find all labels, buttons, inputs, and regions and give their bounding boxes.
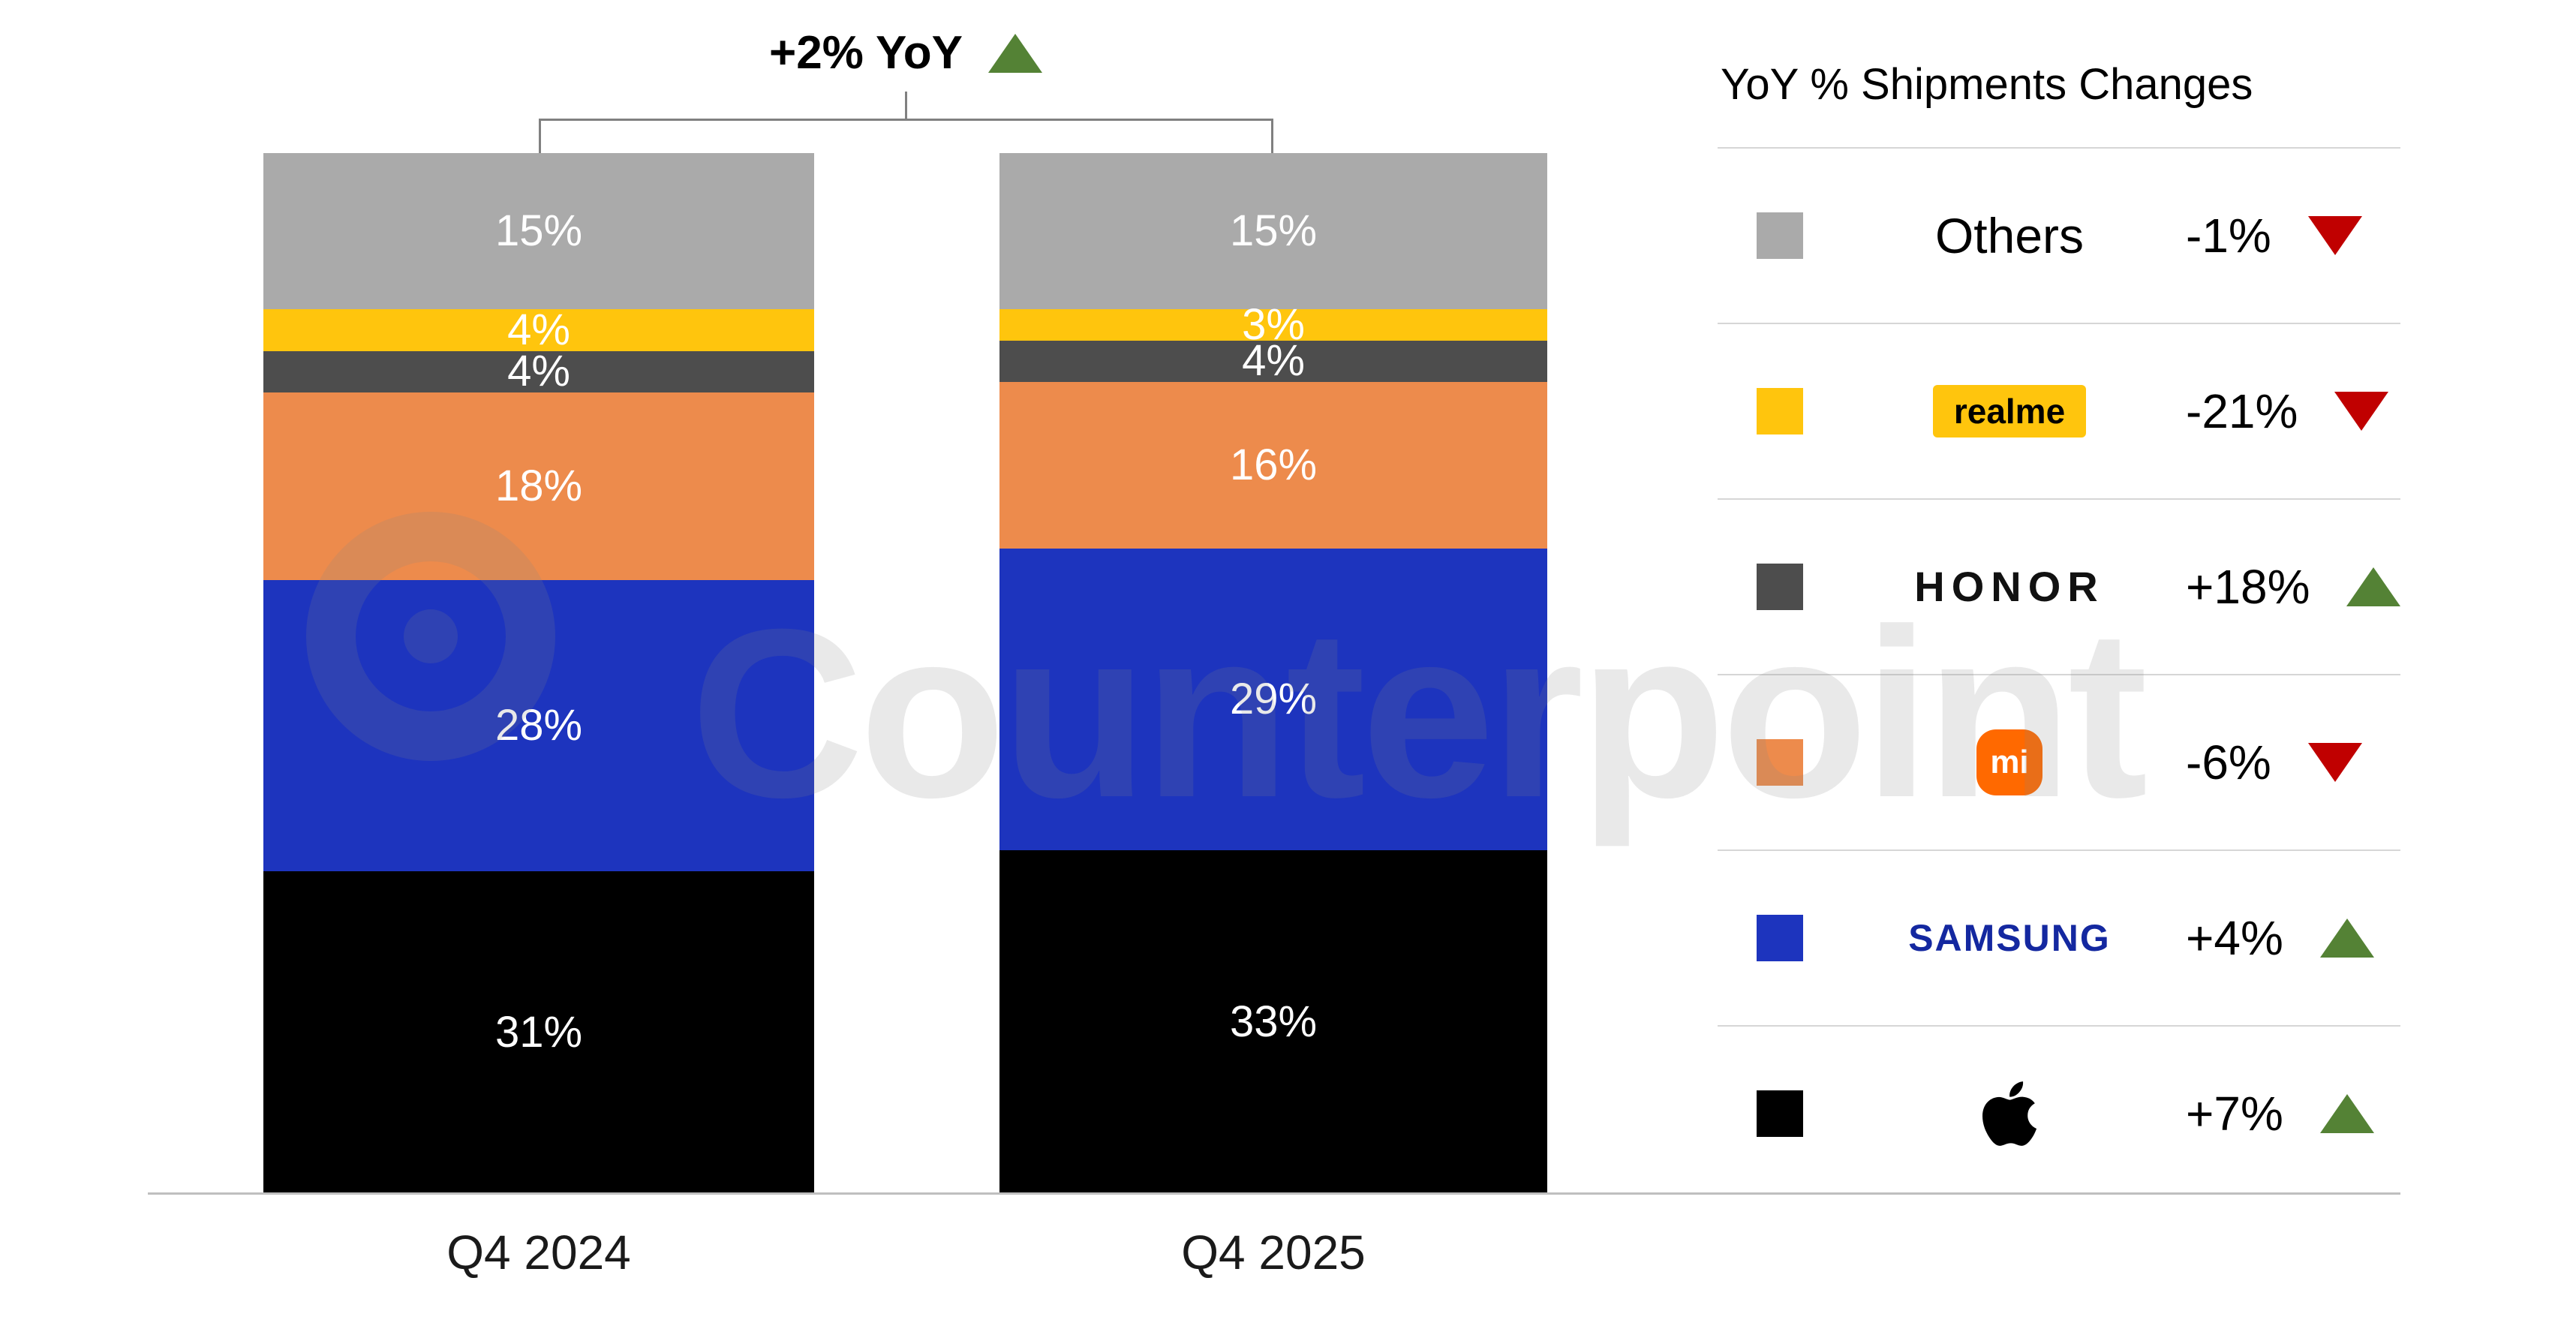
stacked-bar-q4-2024: 15% 4% 4% 18% 28% 31% [263,153,814,1194]
up-triangle-icon [2319,918,2374,958]
legend-swatch [1757,1090,1803,1137]
yoy-change-value: +7% [2186,1086,2283,1141]
legend-rows: Others -1% realme -21% HONOR +18% mi -6% SAMSUNG… [1718,146,2401,1201]
brand-slot: SAMSUNG [1833,916,2186,960]
bar-segment-honor: 4% [999,336,1547,386]
segment-value-label: 4% [1242,336,1305,386]
yoy-annotation-text: +2% YoY [769,27,963,79]
bar-segment-honor: 4% [263,347,814,396]
annotation-bracket-line [539,119,1273,121]
legend-row-samsung: SAMSUNG +4% [1718,849,2400,1025]
legend-swatch [1757,914,1803,961]
brand-slot: HONOR [1833,562,2186,611]
brand-label: SAMSUNG [1908,916,2111,959]
brand-label: Others [1934,207,2085,263]
annotation-bracket-tick-center [905,92,907,119]
segment-value-label: 18% [494,461,583,510]
legend-row-apple: +7% [1718,1024,2400,1201]
brand-slot [1833,1077,2186,1150]
segment-value-label: 15% [494,206,583,256]
brand-slot: Others [1833,207,2186,264]
bar-segment-others: 15% [999,153,1547,310]
brand-label: HONOR [1914,563,2105,611]
yoy-change-value: +18% [2186,559,2310,614]
segment-value-label: 29% [1229,675,1318,724]
segment-value-label: 28% [494,700,583,750]
segment-value-label: 15% [1229,206,1318,256]
yoy-change-value: -1% [2186,208,2271,263]
legend-panel: YoY % Shipments Changes Others -1% realme -… [1718,45,2401,1201]
legend-row-realme: realme -21% [1718,322,2400,498]
down-triangle-icon [2307,742,2362,782]
segment-value-label: 16% [1229,441,1318,490]
yoy-annotation: +2% YoY [673,30,1138,77]
trend-icon-slot [2298,391,2425,431]
x-axis-label-q4-2024: Q4 2024 [446,1225,631,1279]
bar-segment-realme: 3% [999,302,1547,346]
x-axis-label-q4-2025: Q4 2025 [1181,1225,1366,1279]
legend-row-xiaomi: mi -6% [1718,673,2400,849]
bar-segment-apple: 31% [263,871,814,1194]
legend-swatch [1757,563,1803,610]
down-triangle-icon [2307,215,2362,255]
bar-segment-xiaomi: 16% [999,382,1547,549]
legend-swatch [1757,738,1803,786]
yoy-change-value: +4% [2186,910,2283,965]
bar-segment-realme: 4% [263,305,814,354]
segment-value-label: 4% [507,347,570,396]
down-triangle-icon [2334,391,2389,431]
up-triangle-icon [2346,567,2401,606]
trend-icon-slot [2271,215,2399,255]
segment-value-label: 33% [1229,997,1318,1047]
xiaomi-mi-logo-icon: mi [1976,729,2042,795]
annotation-bracket-tick-right [1271,119,1273,153]
trend-icon-slot [2283,1093,2411,1133]
segment-value-label: 31% [494,1007,583,1057]
brand-slot: realme [1833,384,2186,437]
legend-swatch [1757,387,1803,434]
x-axis-line [148,1192,2400,1195]
legend-swatch [1757,212,1803,259]
stacked-bar-q4-2025: 15% 3% 4% 16% 29% 33% [999,153,1547,1194]
realme-badge: realme [1932,384,2087,437]
trend-icon-slot [2283,918,2411,958]
segment-value-label: 3% [1242,299,1305,349]
apple-logo-icon [1982,1081,2037,1146]
annotation-trend-icon [987,34,1042,73]
bar-segment-samsung: 29% [999,549,1547,851]
segment-value-label: 4% [507,305,570,354]
up-triangle-icon [2319,1093,2374,1133]
yoy-change-value: -6% [2186,735,2271,789]
legend-title: YoY % Shipments Changes [1721,60,2253,109]
yoy-change-value: -21% [2186,383,2298,438]
bar-segment-xiaomi: 18% [263,392,814,580]
legend-row-others: Others -1% [1718,146,2400,323]
bar-segment-samsung: 28% [263,579,814,871]
trend-icon-slot [2310,567,2437,606]
bar-segment-apple: 33% [999,850,1547,1194]
trend-icon-slot [2271,742,2399,782]
brand-slot: mi [1833,729,2186,795]
bar-segment-others: 15% [263,153,814,310]
annotation-bracket-tick-left [539,119,541,153]
legend-row-honor: HONOR +18% [1718,498,2401,674]
